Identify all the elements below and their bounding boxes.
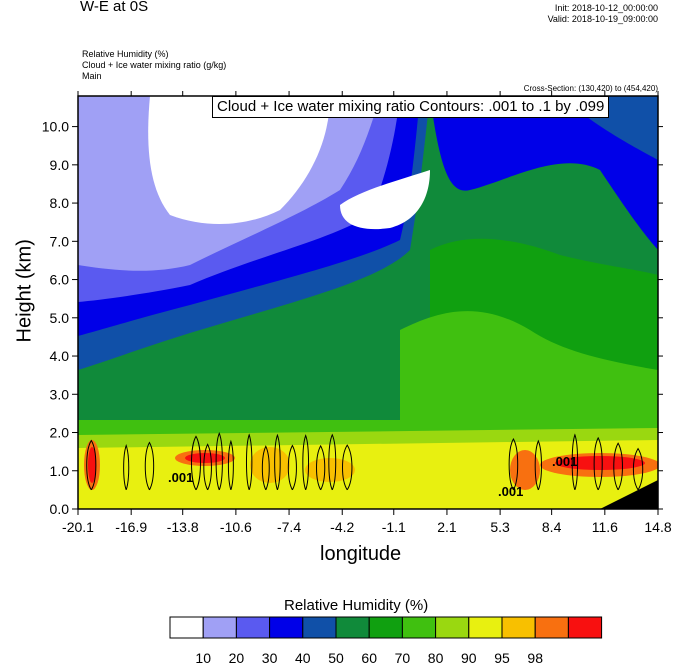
contour-line xyxy=(613,442,623,491)
y-tick-label: 2.0 xyxy=(50,425,70,441)
contour-line xyxy=(86,439,97,491)
contour-line xyxy=(123,443,130,491)
colorbar-title: Relative Humidity (%) xyxy=(284,597,429,614)
heatmap-plot-area xyxy=(78,96,658,509)
x-tick-label: -16.9 xyxy=(115,519,147,535)
y-tick-label: 0.0 xyxy=(50,501,70,517)
colorbar-label: 10 xyxy=(195,650,211,666)
x-tick-label: 5.3 xyxy=(490,519,510,535)
contour-line xyxy=(215,431,223,491)
colorbar-label: 60 xyxy=(361,650,377,666)
colorbar-label: 90 xyxy=(461,650,477,666)
colorbar-label: 98 xyxy=(527,650,543,666)
y-tick-label: 5.0 xyxy=(50,310,70,326)
colorbar-swatch xyxy=(534,616,569,639)
colorbar: 10 20 30 40 50 60 70 80 90 95 98 xyxy=(169,616,603,666)
x-tick-label: 2.1 xyxy=(437,519,457,535)
contour-line xyxy=(144,441,155,491)
y-tick-label: 1.0 xyxy=(50,463,70,479)
contour-label: .001 xyxy=(168,470,194,485)
field-line-3: Main xyxy=(82,71,102,81)
colorbar-swatch xyxy=(335,616,370,639)
y-axis: 0.0 1.0 2.0 3.0 4.0 5.0 6.0 7.0 8.0 9.0 10.0 xyxy=(42,119,663,517)
rh-band-10 xyxy=(148,96,330,225)
colorbar-label: 50 xyxy=(328,650,344,666)
y-tick-label: 6.0 xyxy=(50,272,70,288)
y-tick-label: 7.0 xyxy=(50,233,70,249)
contour-lines xyxy=(86,431,644,491)
contour-line xyxy=(302,434,310,491)
colorbar-swatch xyxy=(501,616,536,639)
contour-line xyxy=(508,438,519,491)
cross-section-label: Cross-Section: (130,420) to (454,420) xyxy=(523,84,658,93)
y-tick-label: 10.0 xyxy=(42,119,69,135)
contour-line xyxy=(203,443,212,491)
colorbar-label: 20 xyxy=(229,650,245,666)
x-tick-label: -4.2 xyxy=(330,519,354,535)
colorbar-swatch xyxy=(435,616,470,639)
colorbar-swatch xyxy=(368,616,403,639)
y-tick-label: 3.0 xyxy=(50,386,70,402)
contour-label: .001 xyxy=(552,454,578,469)
contour-line xyxy=(593,436,603,491)
init-time: Init: 2018-10-12_00:00:00 xyxy=(554,3,658,13)
contour-line xyxy=(342,444,353,491)
y-axis-title: Height (km) xyxy=(13,239,36,343)
colorbar-swatch xyxy=(235,616,271,639)
colorbar-swatch xyxy=(567,616,603,639)
colorbar-swatch xyxy=(401,616,437,639)
colorbar-swatch xyxy=(269,616,304,639)
x-tick-label: -1.1 xyxy=(382,519,406,535)
colorbar-swatch xyxy=(468,616,503,639)
x-tick-label: -7.4 xyxy=(277,519,301,535)
x-tick-label: 14.8 xyxy=(644,519,671,535)
x-tick-label: -13.8 xyxy=(167,519,199,535)
terrain xyxy=(600,480,658,509)
init-valid-times: Init: 2018-10-12_00:00:00 Valid: 2018-10… xyxy=(548,3,658,25)
rh-band-40-east xyxy=(430,96,658,250)
x-tick-label: 11.6 xyxy=(592,519,618,535)
colorbar-label: 95 xyxy=(494,650,510,666)
colorbar-label: 40 xyxy=(295,650,311,666)
x-axis-title: longitude xyxy=(320,543,402,565)
field-line-1: Relative Humidity (%) xyxy=(82,49,169,59)
y-tick-label: 8.0 xyxy=(50,195,70,211)
contour-label: .001 xyxy=(498,484,524,499)
contour-line xyxy=(227,439,234,491)
x-tick-label: -20.1 xyxy=(62,519,94,535)
colorbar-label: 80 xyxy=(428,650,444,666)
contour-line xyxy=(245,433,253,491)
contour-line xyxy=(316,444,326,491)
page-title: W-E at 0S xyxy=(80,0,149,15)
x-tick-label: 8.4 xyxy=(542,519,562,535)
contour-line xyxy=(274,433,281,491)
rh-band-10b xyxy=(340,170,430,230)
contour-line xyxy=(190,435,201,491)
field-line-2: Cloud + Ice water mixing ratio (g/kg) xyxy=(82,60,227,70)
contour-line xyxy=(328,433,337,491)
colorbar-label: 30 xyxy=(262,650,278,666)
colorbar-label: 70 xyxy=(395,650,411,666)
contour-line xyxy=(287,444,297,491)
y-tick-label: 4.0 xyxy=(50,348,70,364)
colorbar-swatch xyxy=(302,616,337,639)
contour-line xyxy=(571,433,579,491)
contour-line xyxy=(534,439,542,491)
field-descriptions: Relative Humidity (%) Cloud + Ice water … xyxy=(82,49,226,82)
y-tick-label: 9.0 xyxy=(50,157,70,173)
contour-line xyxy=(261,445,270,491)
contour-title: Cloud + Ice water mixing ratio Contours:… xyxy=(212,96,610,118)
x-axis: -20.1 -16.9 -13.8 -10.6 -7.4 -4.2 -1.1 2.1 5.3 8.… xyxy=(62,91,672,535)
x-tick-label: -10.6 xyxy=(220,519,252,535)
contour-line xyxy=(632,447,644,491)
rh-band-70 xyxy=(400,311,658,430)
colorbar-swatch xyxy=(202,616,237,639)
valid-time: Valid: 2018-10-19_09:00:00 xyxy=(547,14,658,24)
colorbar-swatch xyxy=(169,616,204,639)
